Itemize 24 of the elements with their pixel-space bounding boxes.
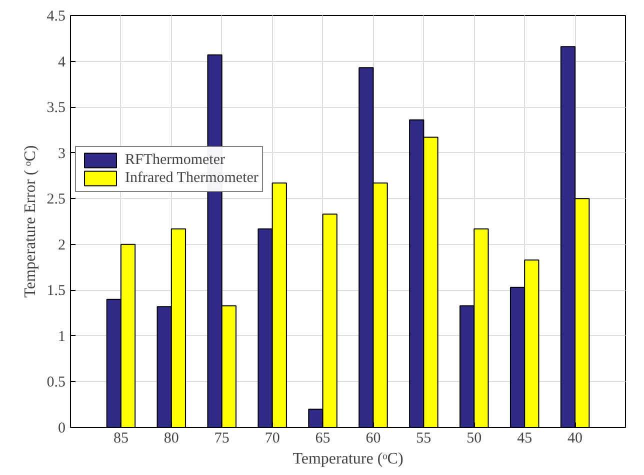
x-tick-label: 50 bbox=[466, 430, 482, 446]
x-tick-label: 65 bbox=[315, 430, 330, 446]
y-tick-label: 1 bbox=[58, 328, 66, 345]
y-tick-label: 1.5 bbox=[46, 283, 66, 300]
x-tick-label: 45 bbox=[517, 430, 532, 446]
x-tick-label: 75 bbox=[214, 430, 230, 446]
legend-label: RFThermometer bbox=[125, 152, 225, 168]
x-tick-label: 55 bbox=[416, 430, 432, 446]
x-tick-label: 85 bbox=[113, 430, 128, 446]
y-tick-label: 0 bbox=[58, 420, 66, 436]
x-tick-label: 70 bbox=[264, 430, 280, 446]
y-axis-title: Temperature Error ( ᵒC) bbox=[22, 145, 39, 298]
y-tick-label: 3 bbox=[58, 146, 66, 162]
legend-label: Infrared Thermometer bbox=[125, 170, 258, 186]
x-tick-label: 60 bbox=[366, 430, 381, 446]
x-tick-label: 80 bbox=[164, 430, 179, 446]
y-tick-label: 2 bbox=[58, 237, 66, 254]
y-tick-label: 4.5 bbox=[46, 8, 66, 24]
x-tick-label: 40 bbox=[568, 430, 583, 446]
y-tick-label: 4 bbox=[58, 54, 66, 70]
y-tick-label: 2.5 bbox=[46, 192, 66, 208]
y-tick-label: 0.5 bbox=[46, 374, 66, 391]
y-tick-label: 3.5 bbox=[46, 100, 66, 116]
x-axis-title: Temperature (ᵒC) bbox=[292, 450, 404, 468]
